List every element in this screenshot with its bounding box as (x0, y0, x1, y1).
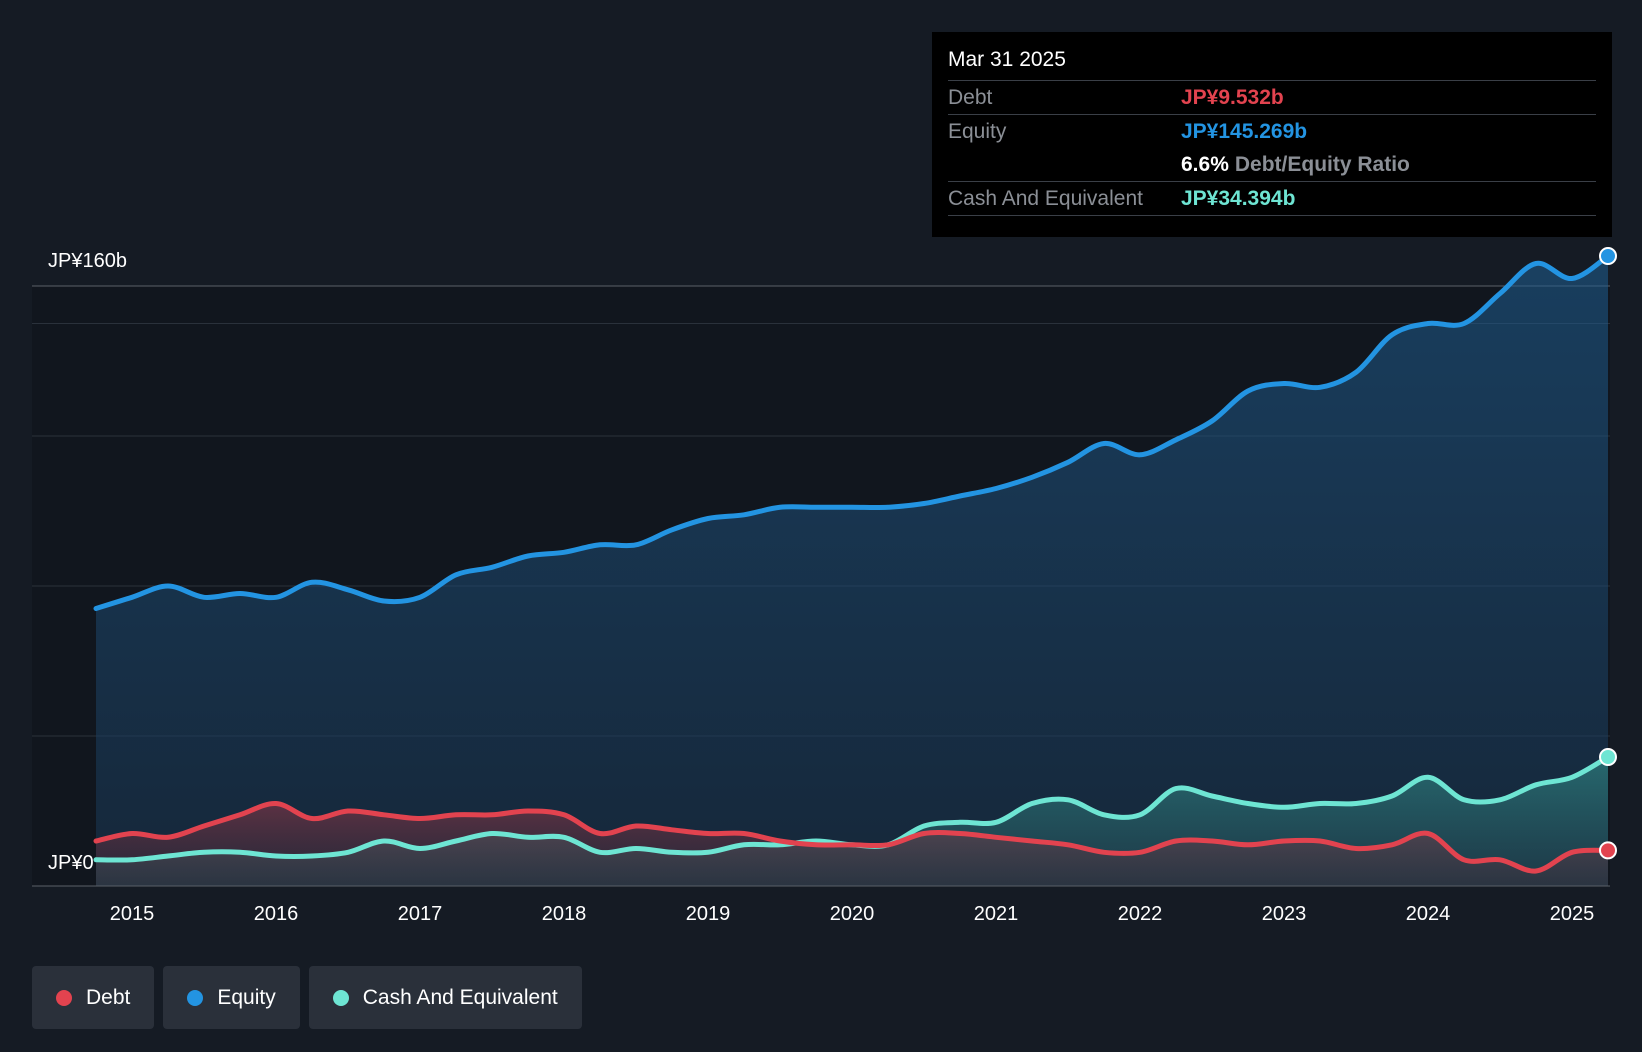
endpoint-equity[interactable] (1599, 247, 1617, 265)
y-axis-top-label: JP¥160b (48, 250, 127, 272)
tooltip-cash-label: Cash And Equivalent (948, 186, 1143, 210)
x-tick-label: 2015 (110, 903, 155, 925)
legend-cash-label: Cash And Equivalent (362, 985, 558, 1009)
x-tick-label: 2019 (686, 903, 731, 925)
tooltip-equity-label: Equity (948, 119, 1007, 143)
endpoint-debt[interactable] (1599, 841, 1617, 860)
x-tick-label: 2018 (542, 903, 587, 925)
equity-dot-icon (187, 989, 204, 1006)
tooltip-date: Mar 31 2025 (948, 48, 1066, 71)
tooltip-row-cash: Cash And Equivalent JP¥34.394b (948, 181, 1596, 216)
area-equity (96, 256, 1608, 886)
y-axis-zero-label: JP¥0 (48, 852, 94, 874)
x-tick-label: 2016 (254, 903, 299, 925)
x-tick-label: 2024 (1406, 903, 1451, 925)
legend-item-equity[interactable]: Equity (163, 966, 300, 1029)
line-debt (93, 800, 1611, 874)
legend-item-debt[interactable]: Debt (32, 966, 155, 1029)
series-endpoints (1599, 247, 1617, 860)
tooltip-debt-label: Debt (948, 85, 993, 109)
legend-debt-label: Debt (86, 985, 131, 1009)
tooltip-panel: Mar 31 2025 Debt JP¥9.532b Equity JP¥145… (932, 32, 1612, 237)
series-areas (96, 256, 1608, 886)
x-tick-label: 2023 (1262, 903, 1307, 925)
endpoint-cash-and-equivalent[interactable] (1599, 748, 1617, 766)
x-tick-label: 2025 (1550, 903, 1595, 925)
tooltip-equity-value: JP¥145.269b (1181, 119, 1308, 143)
line-equity (93, 253, 1611, 611)
tooltip-ratio-value: 6.6% (1181, 152, 1229, 176)
x-tick-label: 2020 (830, 903, 875, 925)
chart-legend: Debt Equity Cash And Equivalent (32, 966, 582, 1029)
tooltip-debt-value: JP¥9.532b (1181, 85, 1284, 109)
debt-dot-icon (56, 989, 72, 1006)
x-tick-label: 2022 (1118, 903, 1163, 925)
tooltip-row-equity: Equity JP¥145.269b (948, 114, 1596, 148)
area-debt (96, 803, 1608, 886)
x-tick-label: 2017 (398, 903, 443, 925)
legend-equity-label: Equity (217, 985, 276, 1009)
tooltip-row-debt: Debt JP¥9.532b (948, 80, 1596, 114)
x-axis-ticks: 2015 2016 2017 2018 2019 2020 2021 2022 2023 2024… (110, 903, 1595, 925)
legend-item-cash[interactable]: Cash And Equivalent (308, 966, 582, 1029)
x-tick-label: 2021 (974, 903, 1019, 925)
cash-dot-icon (332, 989, 349, 1006)
series-lines (93, 253, 1611, 874)
tooltip-cash-value: JP¥34.394b (1181, 186, 1296, 210)
tooltip-ratio-label: Debt/Equity Ratio (1234, 152, 1410, 176)
tooltip-row-ratio: 6.6% Debt/Equity Ratio (948, 148, 1596, 181)
